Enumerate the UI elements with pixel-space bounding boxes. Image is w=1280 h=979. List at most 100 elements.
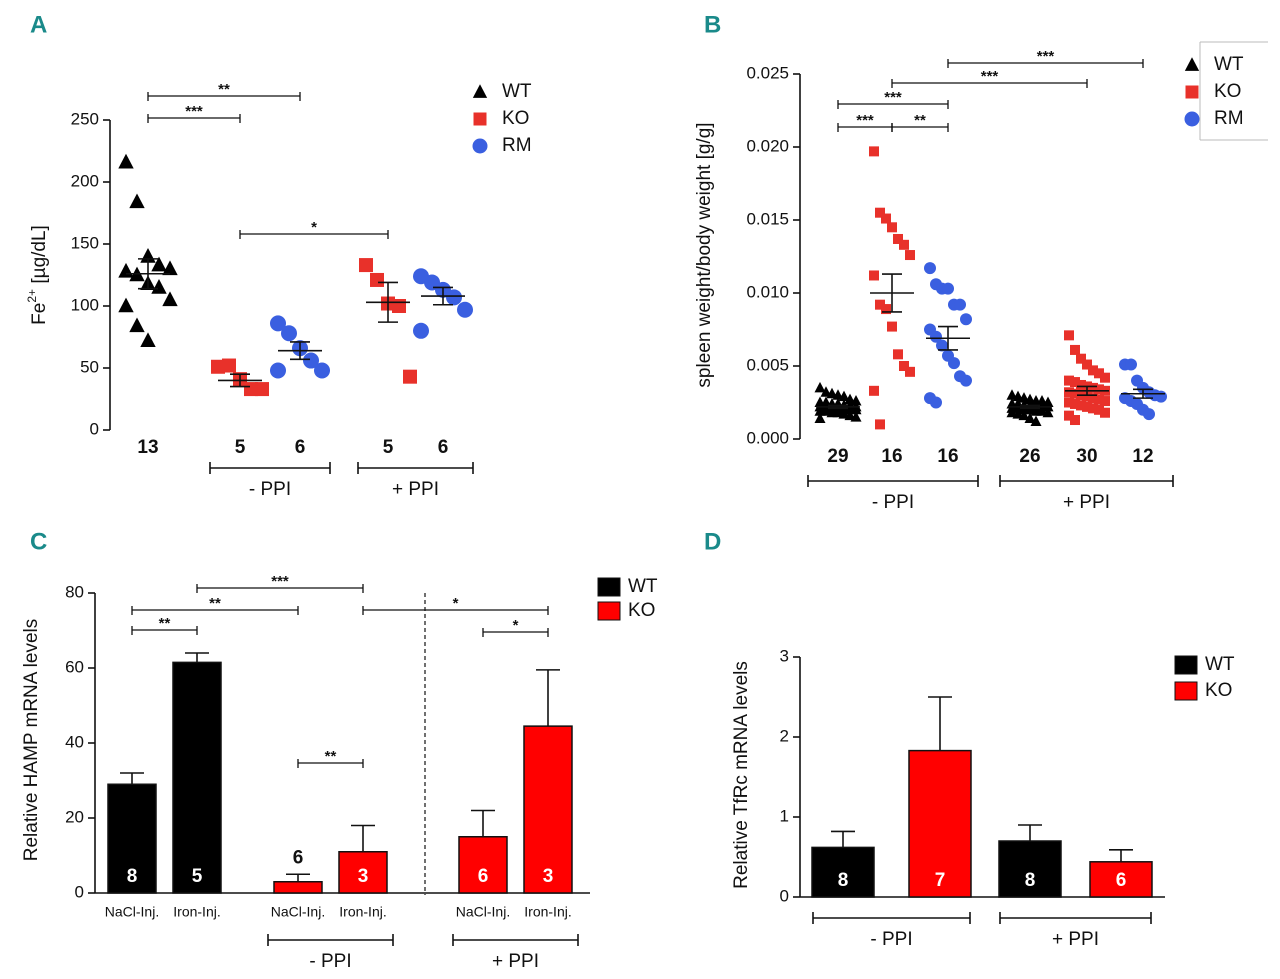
data-point: [1184, 111, 1200, 127]
y-axis-label: Relative HAMP mRNA levels: [21, 619, 42, 862]
data-point: [413, 322, 429, 339]
significance-label: **: [209, 595, 221, 612]
data-point: [930, 396, 942, 409]
data-point: [1088, 365, 1098, 376]
significance-label: *: [453, 595, 459, 612]
data-point: [1070, 398, 1080, 409]
data-point: [1094, 394, 1104, 405]
data-point: [1155, 390, 1167, 403]
panel-label: A: [30, 11, 47, 38]
data-point: [850, 411, 862, 422]
data-point: [1064, 387, 1074, 398]
data-point: [875, 299, 885, 310]
significance-label: ***: [981, 68, 999, 85]
y-label-unit: [µg/dL]: [29, 225, 50, 289]
data-point: [472, 138, 488, 154]
y-tick-label: 0.015: [746, 209, 789, 228]
bar: [273, 881, 323, 894]
data-point: [1125, 358, 1137, 371]
data-point: [473, 112, 487, 126]
data-point: [392, 299, 406, 313]
y-tick-label: 80: [65, 582, 84, 601]
data-point: [1030, 415, 1042, 426]
y-tick-label: 2: [780, 726, 789, 745]
n-label: 16: [937, 446, 958, 467]
n-label: 6: [295, 437, 306, 458]
data-point: [1070, 344, 1080, 355]
data-point: [129, 317, 145, 333]
data-point: [118, 297, 134, 313]
bar: [998, 840, 1062, 898]
data-point: [960, 313, 972, 326]
data-point: [1088, 393, 1098, 404]
significance-label: **: [218, 81, 230, 98]
legend-label: KO: [628, 600, 655, 621]
category-label: Iron-Inj.: [173, 904, 220, 920]
data-point: [838, 390, 850, 402]
group-label: - PPI: [249, 479, 291, 500]
legend-swatch: [1174, 681, 1198, 701]
y-tick-label: 0.020: [746, 136, 789, 155]
n-label: 5: [192, 866, 203, 887]
data-point: [303, 352, 319, 369]
n-label: 6: [478, 866, 489, 887]
data-point: [1184, 57, 1200, 71]
data-point: [1070, 377, 1080, 388]
y-tick-label: 200: [71, 171, 99, 190]
data-point: [162, 291, 178, 307]
data-point: [869, 270, 879, 281]
legend-label: WT: [1214, 54, 1244, 75]
data-point: [1088, 382, 1098, 393]
data-point: [446, 289, 462, 306]
data-point: [118, 153, 134, 169]
data-point: [270, 362, 286, 379]
y-label-text: spleen weight/body weight [g/g]: [694, 122, 715, 387]
n-label: 3: [543, 866, 554, 887]
category-label: NaCl-Inj.: [105, 904, 159, 920]
data-point: [1088, 403, 1098, 414]
significance-label: ***: [856, 112, 874, 129]
significance-label: ***: [185, 103, 203, 120]
data-point: [899, 361, 909, 371]
y-tick-label: 0.005: [746, 355, 789, 374]
data-point: [930, 330, 942, 343]
data-point: [1076, 353, 1086, 364]
category-label: NaCl-Inj.: [456, 904, 510, 920]
data-point: [954, 298, 966, 311]
n-label: 16: [881, 446, 902, 467]
y-tick-label: 60: [65, 657, 84, 676]
n-label: 13: [137, 437, 158, 458]
n-label: 5: [383, 437, 394, 458]
y-axis-label: Relative TfRc mRNA levels: [731, 661, 752, 889]
group-label: + PPI: [1052, 929, 1099, 950]
n-label: 3: [358, 866, 369, 887]
n-label: 8: [1025, 870, 1036, 891]
data-point: [850, 395, 862, 406]
data-point: [814, 381, 826, 393]
n-label: 6: [1116, 870, 1127, 891]
data-point: [359, 258, 373, 273]
data-point: [1082, 401, 1092, 412]
data-point: [893, 233, 903, 244]
data-point: [960, 374, 972, 387]
legend-label: WT: [1205, 654, 1235, 675]
data-point: [936, 339, 948, 352]
bar: [811, 846, 875, 898]
n-label: 8: [838, 870, 849, 891]
data-point: [1082, 359, 1092, 370]
data-point: [893, 349, 903, 360]
data-point: [1100, 372, 1110, 383]
bar: [107, 783, 157, 894]
significance-label: ***: [271, 573, 289, 590]
y-tick-label: 1: [780, 806, 789, 825]
group-label: - PPI: [309, 951, 351, 972]
y-tick-label: 0.010: [746, 282, 789, 301]
significance-label: **: [914, 112, 926, 129]
n-label: 29: [827, 446, 848, 467]
data-point: [1094, 384, 1104, 395]
data-point: [1064, 330, 1074, 341]
y-axis-label: Fe2+ [µg/dL]: [25, 225, 50, 325]
significance-label: *: [311, 219, 317, 236]
significance-label: *: [513, 617, 519, 634]
